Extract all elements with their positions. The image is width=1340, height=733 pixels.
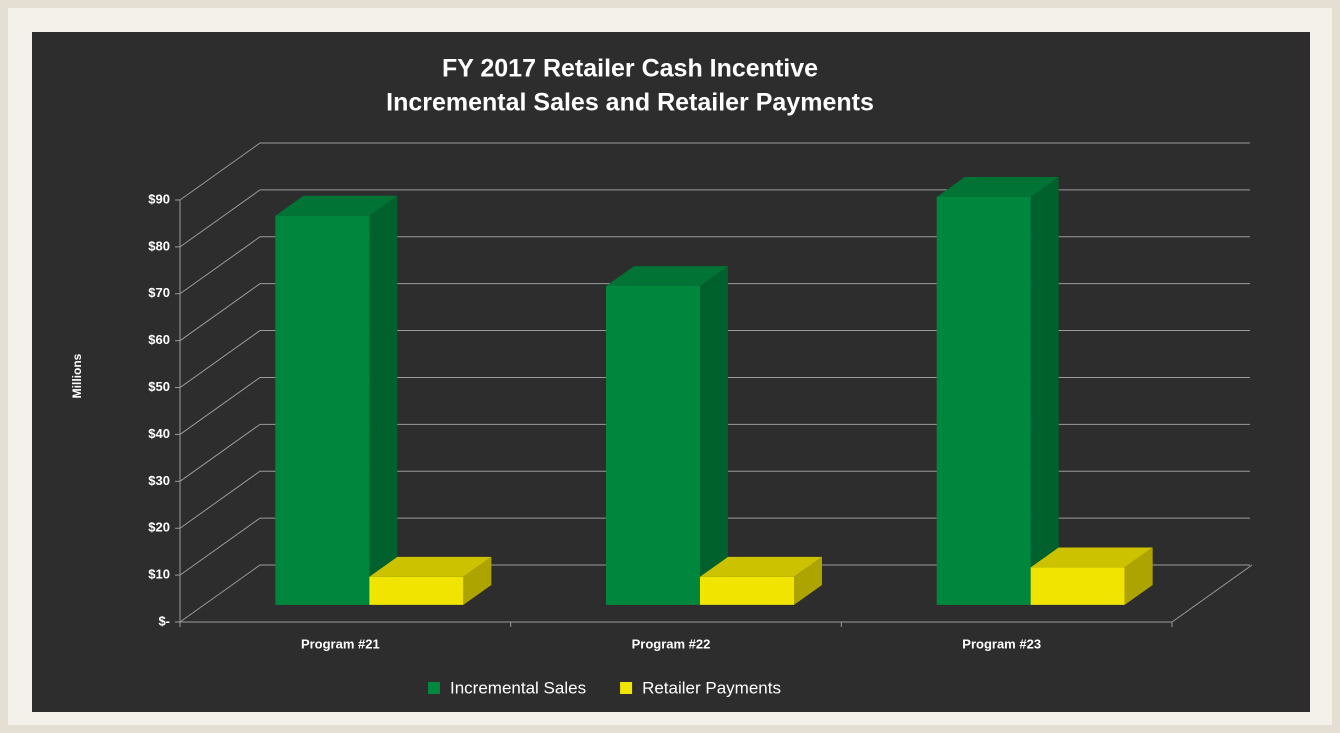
x-tick-label: Program #21	[301, 636, 380, 651]
bar-side	[463, 556, 492, 605]
chart-title: Incremental Sales and Retailer Payments	[386, 89, 874, 117]
bar	[700, 576, 794, 605]
y-tick-label: $20	[148, 520, 170, 535]
bar	[275, 215, 370, 605]
chart-title: FY 2017 Retailer Cash Incentive	[442, 55, 818, 83]
legend-swatch	[620, 682, 633, 694]
bar	[1030, 567, 1125, 605]
y-tick-label: $90	[148, 191, 170, 206]
y-tick-label: $50	[148, 379, 170, 394]
bar-top	[1030, 547, 1153, 568]
bar-side	[1030, 177, 1059, 605]
bar	[369, 576, 464, 605]
y-tick-label: $80	[148, 238, 170, 253]
bar-top	[700, 556, 822, 577]
bar-top	[606, 266, 728, 287]
grid-line	[179, 142, 1250, 201]
grid-line	[179, 423, 1250, 482]
y-tick-label: $30	[148, 473, 170, 488]
grid-line	[179, 376, 1250, 435]
grid-line	[179, 564, 1250, 623]
bar-top	[936, 177, 1059, 197]
grid-line	[179, 330, 1250, 388]
y-tick-label: $70	[148, 285, 170, 300]
legend-swatch	[428, 682, 440, 694]
y-axis-title: Millions	[70, 353, 84, 398]
bar-side	[794, 556, 822, 605]
grid-line	[179, 236, 1250, 295]
legend-label: Retailer Payments	[642, 678, 781, 697]
bar-top	[369, 556, 492, 577]
y-tick-label: $40	[148, 426, 170, 441]
grid-line	[179, 517, 1250, 576]
bar	[606, 286, 700, 605]
floor-edge	[1171, 564, 1253, 623]
grid-line	[179, 189, 1250, 248]
y-tick-label: $10	[148, 567, 170, 582]
x-tick-label: Program #22	[632, 636, 711, 651]
y-tick-label: $-	[158, 613, 170, 628]
bar-side	[1124, 547, 1153, 605]
grid-line	[179, 470, 1250, 529]
bar-side	[700, 266, 728, 605]
bar-side	[369, 195, 398, 605]
grid-line	[179, 283, 1250, 342]
bar	[936, 196, 1031, 605]
x-tick-label: Program #23	[962, 636, 1041, 651]
bar-top	[275, 195, 398, 216]
y-tick-label: $60	[148, 332, 170, 347]
legend-label: Incremental Sales	[450, 678, 586, 697]
